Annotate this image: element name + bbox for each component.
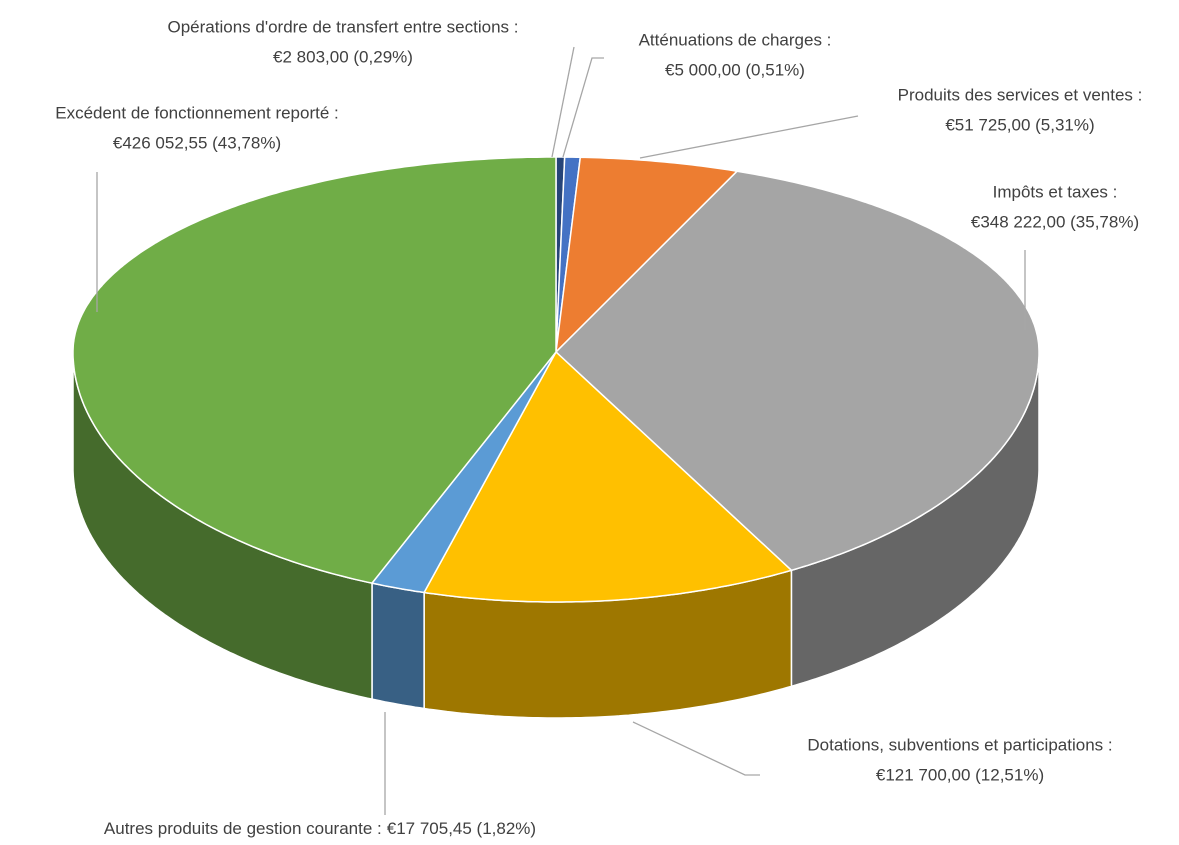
value-label: €2 803,00 (0,29%) bbox=[273, 47, 413, 66]
slice bbox=[423, 351, 793, 603]
slice-label: Dotations, subventions et participations… bbox=[807, 735, 1112, 754]
slice-side bbox=[371, 582, 425, 710]
value-label: €51 725,00 (5,31%) bbox=[945, 115, 1094, 134]
slice bbox=[555, 170, 1040, 572]
value-label: €121 700,00 (12,51%) bbox=[876, 765, 1044, 784]
slice bbox=[72, 156, 557, 584]
slice-label: Atténuations de charges : bbox=[639, 30, 832, 49]
slice-label: Produits des services et ventes : bbox=[898, 85, 1143, 104]
leader-line bbox=[632, 721, 760, 776]
slice bbox=[371, 351, 557, 594]
leader-line bbox=[551, 46, 575, 158]
pie bbox=[72, 156, 1040, 719]
value-label: €426 052,55 (43,78%) bbox=[113, 133, 281, 152]
labels: Opérations d'ordre de transfert entre se… bbox=[55, 17, 1142, 838]
slice-label-group: Autres produits de gestion courante : €17… bbox=[104, 819, 536, 838]
value-label: €17 705,45 (1,82%) bbox=[387, 819, 536, 838]
slice-label: Impôts et taxes : bbox=[993, 182, 1118, 201]
leader-line bbox=[639, 115, 859, 159]
leader-line bbox=[562, 57, 604, 158]
value-label: €5 000,00 (0,51%) bbox=[665, 60, 805, 79]
slice-label: Excédent de fonctionnement reporté : bbox=[55, 103, 339, 122]
value-label: €348 222,00 (35,78%) bbox=[971, 212, 1139, 231]
slice-label: Opérations d'ordre de transfert entre se… bbox=[168, 17, 519, 36]
slice bbox=[555, 156, 738, 353]
slice-label: Autres produits de gestion courante : bbox=[104, 819, 382, 838]
